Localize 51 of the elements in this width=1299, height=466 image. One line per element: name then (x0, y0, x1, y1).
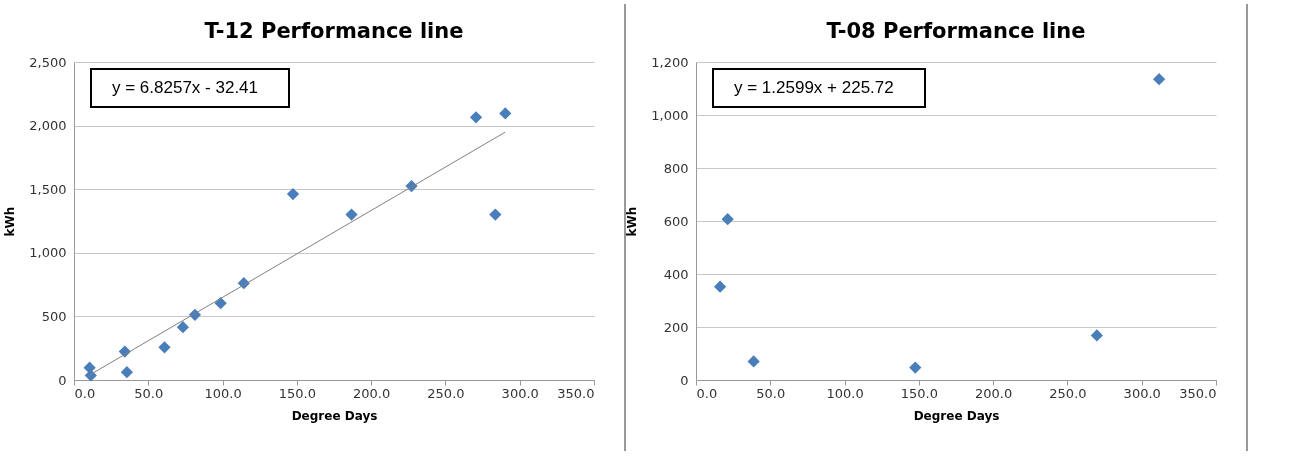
x-tick-label: 300.0 (501, 385, 539, 401)
y-tick-label: 0 (680, 372, 689, 388)
x-tick-label: 50.0 (756, 385, 786, 401)
point (721, 213, 734, 226)
x-tick-label: 150.0 (278, 385, 316, 401)
y-axis-title: kWh (625, 206, 640, 237)
y-tick-label: 1,500 (29, 181, 67, 197)
y-tick-label: 0 (58, 372, 67, 388)
x-tick-label: 300.0 (1123, 385, 1161, 401)
point (345, 208, 358, 221)
point (120, 366, 134, 379)
x-axis-title: Degree Days (913, 408, 1000, 423)
point (176, 321, 190, 334)
x-tick-label: 100.0 (204, 385, 242, 401)
y-tick-label: 400 (663, 266, 689, 282)
point (286, 187, 300, 201)
x-tick-label: 0.0 (74, 385, 96, 401)
x-axis-title: Degree Days (291, 408, 378, 423)
x-tick-label: 250.0 (1049, 385, 1087, 401)
y-tick-label: 2,500 (29, 54, 67, 70)
point (1090, 329, 1103, 342)
y-tick-label: 1,000 (651, 107, 689, 123)
y-tick-label: 800 (663, 160, 689, 176)
x-tick-label: 150.0 (900, 385, 938, 401)
x-tick-label: 350.0 (557, 385, 595, 401)
chart-title: T-08 Performance line (826, 19, 1086, 43)
point (747, 355, 760, 368)
point (909, 361, 922, 374)
x-tick-label: 0.0 (696, 385, 718, 401)
y-tick-label: 1,000 (29, 245, 67, 261)
x-tick-label: 100.0 (826, 385, 864, 401)
x-tick-label: 250.0 (427, 385, 465, 401)
annotation: y = 1.2599x + 225.72 (712, 68, 926, 108)
annotation: y = 6.8257x - 32.41 (90, 68, 291, 108)
point (489, 208, 502, 221)
x-tick-label: 200.0 (975, 385, 1013, 401)
x-tick-label: 50.0 (134, 385, 164, 401)
x-tick-label: 200.0 (353, 385, 391, 401)
chart-title: T-12 Performance line (204, 19, 464, 43)
point (1152, 73, 1166, 86)
y-axis-title: kWh (3, 206, 18, 237)
point (158, 341, 171, 354)
point (469, 111, 483, 124)
y-tick-label: 200 (663, 319, 689, 335)
y-tick-label: 1,200 (651, 54, 689, 70)
point (499, 107, 512, 120)
y-tick-label: 600 (663, 213, 689, 229)
y-tick-label: 2,000 (29, 118, 67, 134)
x-tick-label: 350.0 (1179, 385, 1217, 401)
y-tick-label: 500 (41, 308, 67, 324)
point (713, 280, 727, 293)
